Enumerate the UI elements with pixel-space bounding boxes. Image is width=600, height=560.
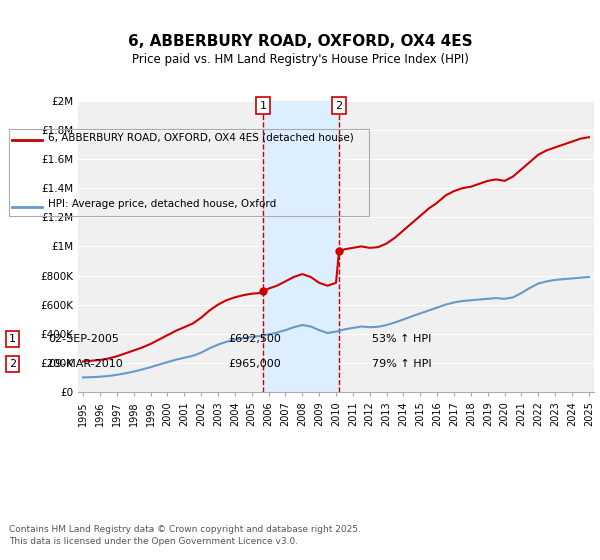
Text: 2: 2 (335, 101, 343, 111)
Text: 53% ↑ HPI: 53% ↑ HPI (372, 334, 431, 344)
Text: Contains HM Land Registry data © Crown copyright and database right 2025.
This d: Contains HM Land Registry data © Crown c… (9, 525, 361, 546)
Bar (263, 101, 339, 392)
Text: £692,500: £692,500 (228, 334, 281, 344)
Text: £965,000: £965,000 (228, 359, 281, 369)
Text: HPI: Average price, detached house, Oxford: HPI: Average price, detached house, Oxfo… (48, 199, 276, 209)
Text: 1: 1 (9, 334, 16, 344)
Text: 79% ↑ HPI: 79% ↑ HPI (372, 359, 431, 369)
Text: 1: 1 (259, 101, 266, 111)
Text: 6, ABBERBURY ROAD, OXFORD, OX4 4ES: 6, ABBERBURY ROAD, OXFORD, OX4 4ES (128, 34, 472, 49)
Text: Price paid vs. HM Land Registry's House Price Index (HPI): Price paid vs. HM Land Registry's House … (131, 53, 469, 66)
Text: 2: 2 (9, 359, 16, 369)
Text: 09-MAR-2010: 09-MAR-2010 (48, 359, 123, 369)
Text: 6, ABBERBURY ROAD, OXFORD, OX4 4ES (detached house): 6, ABBERBURY ROAD, OXFORD, OX4 4ES (deta… (48, 132, 354, 142)
Text: 02-SEP-2005: 02-SEP-2005 (48, 334, 119, 344)
